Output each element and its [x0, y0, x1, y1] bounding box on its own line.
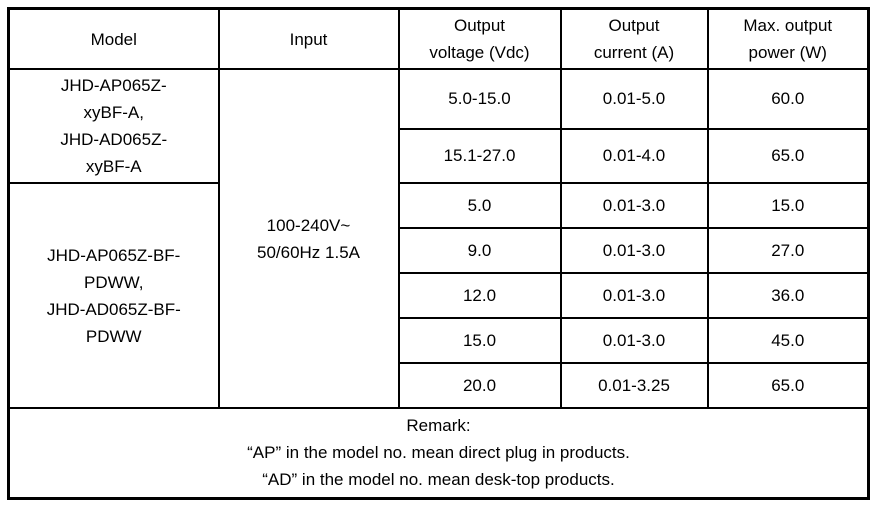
- remark-row: Remark: “AP” in the model no. mean direc…: [7, 407, 870, 499]
- power-supply-spec-table: Model Input Output voltage (Vdc) Output …: [7, 7, 870, 500]
- model-column-header: Model: [7, 7, 220, 70]
- table-row: JHD-AP065Z-BF- PDWW, JHD-AD065Z-BF- PDWW…: [7, 182, 870, 409]
- power-cell: 15.0: [706, 182, 870, 229]
- table-row: JHD-AP065Z- xyBF-A, JHD-AD065Z- xyBF-A 1…: [7, 68, 870, 409]
- model-group-a-cell: JHD-AP065Z- xyBF-A, JHD-AD065Z- xyBF-A: [7, 68, 220, 184]
- table-row: 15.1-27.0 0.01-4.0 65.0: [9, 127, 870, 185]
- output-current-column-header: Output current (A): [559, 7, 709, 70]
- power-cell: 65.0: [706, 127, 870, 185]
- power-cell: 27.0: [706, 227, 870, 274]
- current-cell: 0.01-5.0: [559, 68, 709, 130]
- table-row: 20.0 0.01-3.25 65.0: [9, 362, 870, 409]
- voltage-cell: 12.0: [397, 272, 562, 319]
- power-cell: 36.0: [706, 272, 870, 319]
- power-cell: 60.0: [706, 68, 870, 130]
- document-page: Model Input Output voltage (Vdc) Output …: [7, 7, 870, 500]
- max-output-power-column-header: Max. output power (W): [706, 7, 870, 70]
- header-row: Model Input Output voltage (Vdc) Output …: [7, 7, 870, 70]
- voltage-cell: 15.1-27.0: [397, 127, 562, 185]
- table-row: 9.0 0.01-3.0 27.0: [9, 227, 870, 274]
- voltage-cell: 15.0: [397, 317, 562, 364]
- table-row: 15.0 0.01-3.0 45.0: [9, 317, 870, 364]
- remark-cell: Remark: “AP” in the model no. mean direc…: [7, 407, 870, 499]
- input-spec-cell: 100-240V~ 50/60Hz 1.5A: [217, 68, 400, 409]
- current-cell: 0.01-3.0: [559, 317, 709, 364]
- current-cell: 0.01-3.0: [559, 182, 709, 229]
- voltage-cell: 9.0: [397, 227, 562, 274]
- power-cell: 45.0: [706, 317, 870, 364]
- current-cell: 0.01-3.25: [559, 362, 709, 409]
- voltage-cell: 5.0-15.0: [397, 68, 562, 130]
- input-column-header: Input: [217, 7, 400, 70]
- model-group-b-cell: JHD-AP065Z-BF- PDWW, JHD-AD065Z-BF- PDWW: [7, 182, 220, 409]
- voltage-cell: 20.0: [397, 362, 562, 409]
- current-cell: 0.01-3.0: [559, 272, 709, 319]
- power-cell: 65.0: [706, 362, 870, 409]
- table-row: 12.0 0.01-3.0 36.0: [9, 272, 870, 319]
- current-cell: 0.01-3.0: [559, 227, 709, 274]
- voltage-cell: 5.0: [397, 182, 562, 229]
- output-voltage-column-header: Output voltage (Vdc): [397, 7, 562, 70]
- current-cell: 0.01-4.0: [559, 127, 709, 185]
